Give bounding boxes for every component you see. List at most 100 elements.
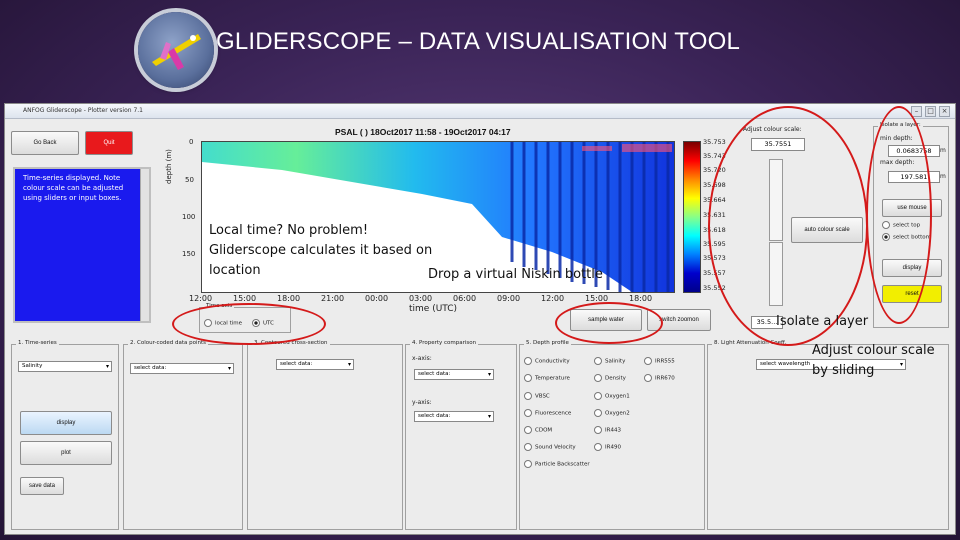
salinity-plot-area[interactable] — [201, 141, 675, 293]
info-textbox: Time-series displayed. Note colour scale… — [13, 167, 151, 323]
profile-radio[interactable]: CDOM — [524, 426, 552, 434]
info-text: Time-series displayed. Note colour scale… — [23, 174, 124, 202]
go-back-button[interactable]: Go Back — [11, 131, 79, 155]
colour-coded-title: 2. Colour-coded data points — [128, 340, 209, 346]
time-series-display-button[interactable]: display — [20, 411, 112, 435]
profile-label: Fluorescence — [535, 410, 572, 417]
profile-label: Salinity — [605, 358, 626, 365]
glider-icon — [152, 34, 201, 70]
colorbar-tick: 35.552 — [703, 284, 726, 292]
property-comparison-title: 4. Property comparison — [410, 340, 479, 346]
x-tick: 06:00 — [453, 294, 477, 303]
plot-button[interactable]: plot — [20, 441, 112, 465]
local-time-callout: Local time? No problem! Gliderscope calc… — [209, 221, 432, 281]
colorbar-tick: 35.753 — [703, 138, 726, 146]
y-axis-label: depth (m) — [165, 149, 173, 184]
profile-radio[interactable]: Conductivity — [524, 357, 570, 365]
x-tick: 15:00 — [233, 294, 257, 303]
y-axis-select[interactable]: select data: — [414, 411, 494, 422]
x-tick: 18:00 — [277, 294, 301, 303]
niskin-callout: Drop a virtual Niskin bottle — [428, 267, 603, 282]
colorbar-tick: 35.743 — [703, 152, 726, 160]
x-tick: 21:00 — [321, 294, 345, 303]
profile-label: CDOM — [535, 427, 553, 434]
plot-title: PSAL ( ) 18Oct2017 11:58 - 19Oct2017 04:… — [335, 127, 511, 137]
profile-label: Oxygen2 — [605, 410, 630, 417]
slide-title: GLIDERSCOPE – DATA VISUALISATION TOOL — [216, 28, 740, 55]
profile-radio[interactable]: IRR555 — [644, 357, 675, 365]
adjust-colour-callout: Adjust colour scale by sliding — [812, 341, 935, 381]
profile-radio[interactable]: Temperature — [524, 374, 570, 382]
y-tick: 150 — [182, 250, 196, 258]
x-tick: 12:00 — [189, 294, 213, 303]
callout-line: Gliderscope calculates it based on — [209, 243, 433, 258]
salinity-section — [202, 142, 674, 292]
gliderscope-logo — [138, 12, 214, 88]
colour-coded-panel: 2. Colour-coded data points select data: — [123, 340, 243, 530]
contoured-section-title: 3. Contoured cross-section — [252, 340, 330, 346]
window-titlebar: ANFOG Gliderscope - Plotter version 7.1 … — [5, 104, 955, 119]
x-tick: 09:00 — [497, 294, 521, 303]
save-data-button[interactable]: save data — [20, 477, 64, 495]
profile-label: IRR555 — [655, 358, 675, 365]
y-tick: 50 — [185, 176, 194, 184]
x-tick: 03:00 — [409, 294, 433, 303]
profile-radio[interactable]: Oxygen2 — [594, 409, 630, 417]
x-axis-label: time (UTC) — [409, 304, 458, 314]
profile-radio[interactable]: Sound Velocity — [524, 443, 576, 451]
profile-label: Density — [605, 375, 626, 382]
profile-radio[interactable]: IR443 — [594, 426, 621, 434]
depth-profile-panel: 5. Depth profile Conductivity Temperatur… — [519, 340, 705, 530]
profile-label: Oxygen1 — [605, 393, 630, 400]
isolate-callout: Isolate a layer — [776, 314, 869, 329]
profile-radio[interactable]: VBSC — [524, 392, 550, 400]
isolate-layer-highlight — [866, 106, 932, 324]
profile-label: IRR670 — [655, 375, 675, 382]
profile-label: IR443 — [605, 427, 621, 434]
profile-label: IR490 — [605, 444, 621, 451]
x-axis-select[interactable]: select data: — [414, 369, 494, 380]
property-comparison-panel: 4. Property comparison x-axis: select da… — [405, 340, 517, 530]
time-series-panel: 1. Time-series Salinity display plot sav… — [11, 340, 119, 530]
sample-water-highlight — [555, 302, 663, 344]
wavelength-select[interactable]: select wavelength — [756, 359, 906, 370]
profile-radio[interactable]: Particle Backscatter — [524, 460, 590, 468]
close-button[interactable]: × — [939, 106, 950, 117]
profile-radio[interactable]: Density — [594, 374, 626, 382]
window-title: ANFOG Gliderscope - Plotter version 7.1 — [23, 107, 143, 114]
x-tick: 00:00 — [365, 294, 389, 303]
y-tick: 0 — [189, 138, 194, 146]
time-series-select[interactable]: Salinity — [18, 361, 112, 372]
x-tick: 12:00 — [541, 294, 565, 303]
time-series-title: 1. Time-series — [16, 340, 59, 346]
minimize-button[interactable]: – — [911, 106, 922, 117]
profile-radio[interactable]: Fluorescence — [524, 409, 571, 417]
profile-radio[interactable]: Oxygen1 — [594, 392, 630, 400]
x-tick: 15:00 — [585, 294, 609, 303]
min-depth-unit: m — [940, 147, 946, 154]
info-scrollbar[interactable] — [140, 169, 149, 321]
profile-label: Particle Backscatter — [535, 461, 590, 468]
profile-radio[interactable]: IR490 — [594, 443, 621, 451]
colorbar-tick: 35.720 — [703, 166, 726, 174]
profile-label: Conductivity — [535, 358, 570, 365]
callout-line: Adjust colour scale — [812, 343, 935, 358]
light-attenuation-panel: 8. Light Attenuation Coeff. select wavel… — [707, 340, 949, 530]
contoured-section-select[interactable]: select data: — [276, 359, 354, 370]
quit-button[interactable]: Quit — [85, 131, 133, 155]
profile-label: Sound Velocity — [535, 444, 576, 451]
colour-coded-select[interactable]: select data: — [130, 363, 234, 374]
profile-radio[interactable]: IRR670 — [644, 374, 675, 382]
contoured-section-panel: 3. Contoured cross-section select data: — [247, 340, 403, 530]
y-axis-select-label: y-axis: — [412, 399, 432, 406]
profile-radio[interactable]: Salinity — [594, 357, 625, 365]
colour-scale-highlight — [708, 106, 868, 346]
profile-label: Temperature — [535, 375, 570, 382]
colour-bar — [683, 141, 701, 293]
depth-profile-title: 5. Depth profile — [524, 340, 571, 346]
time-axis-highlight — [172, 303, 326, 345]
x-axis-select-label: x-axis: — [412, 355, 432, 362]
maximize-button[interactable]: □ — [925, 106, 936, 117]
y-tick: 100 — [182, 213, 196, 221]
light-attenuation-title: 8. Light Attenuation Coeff. — [712, 340, 789, 346]
